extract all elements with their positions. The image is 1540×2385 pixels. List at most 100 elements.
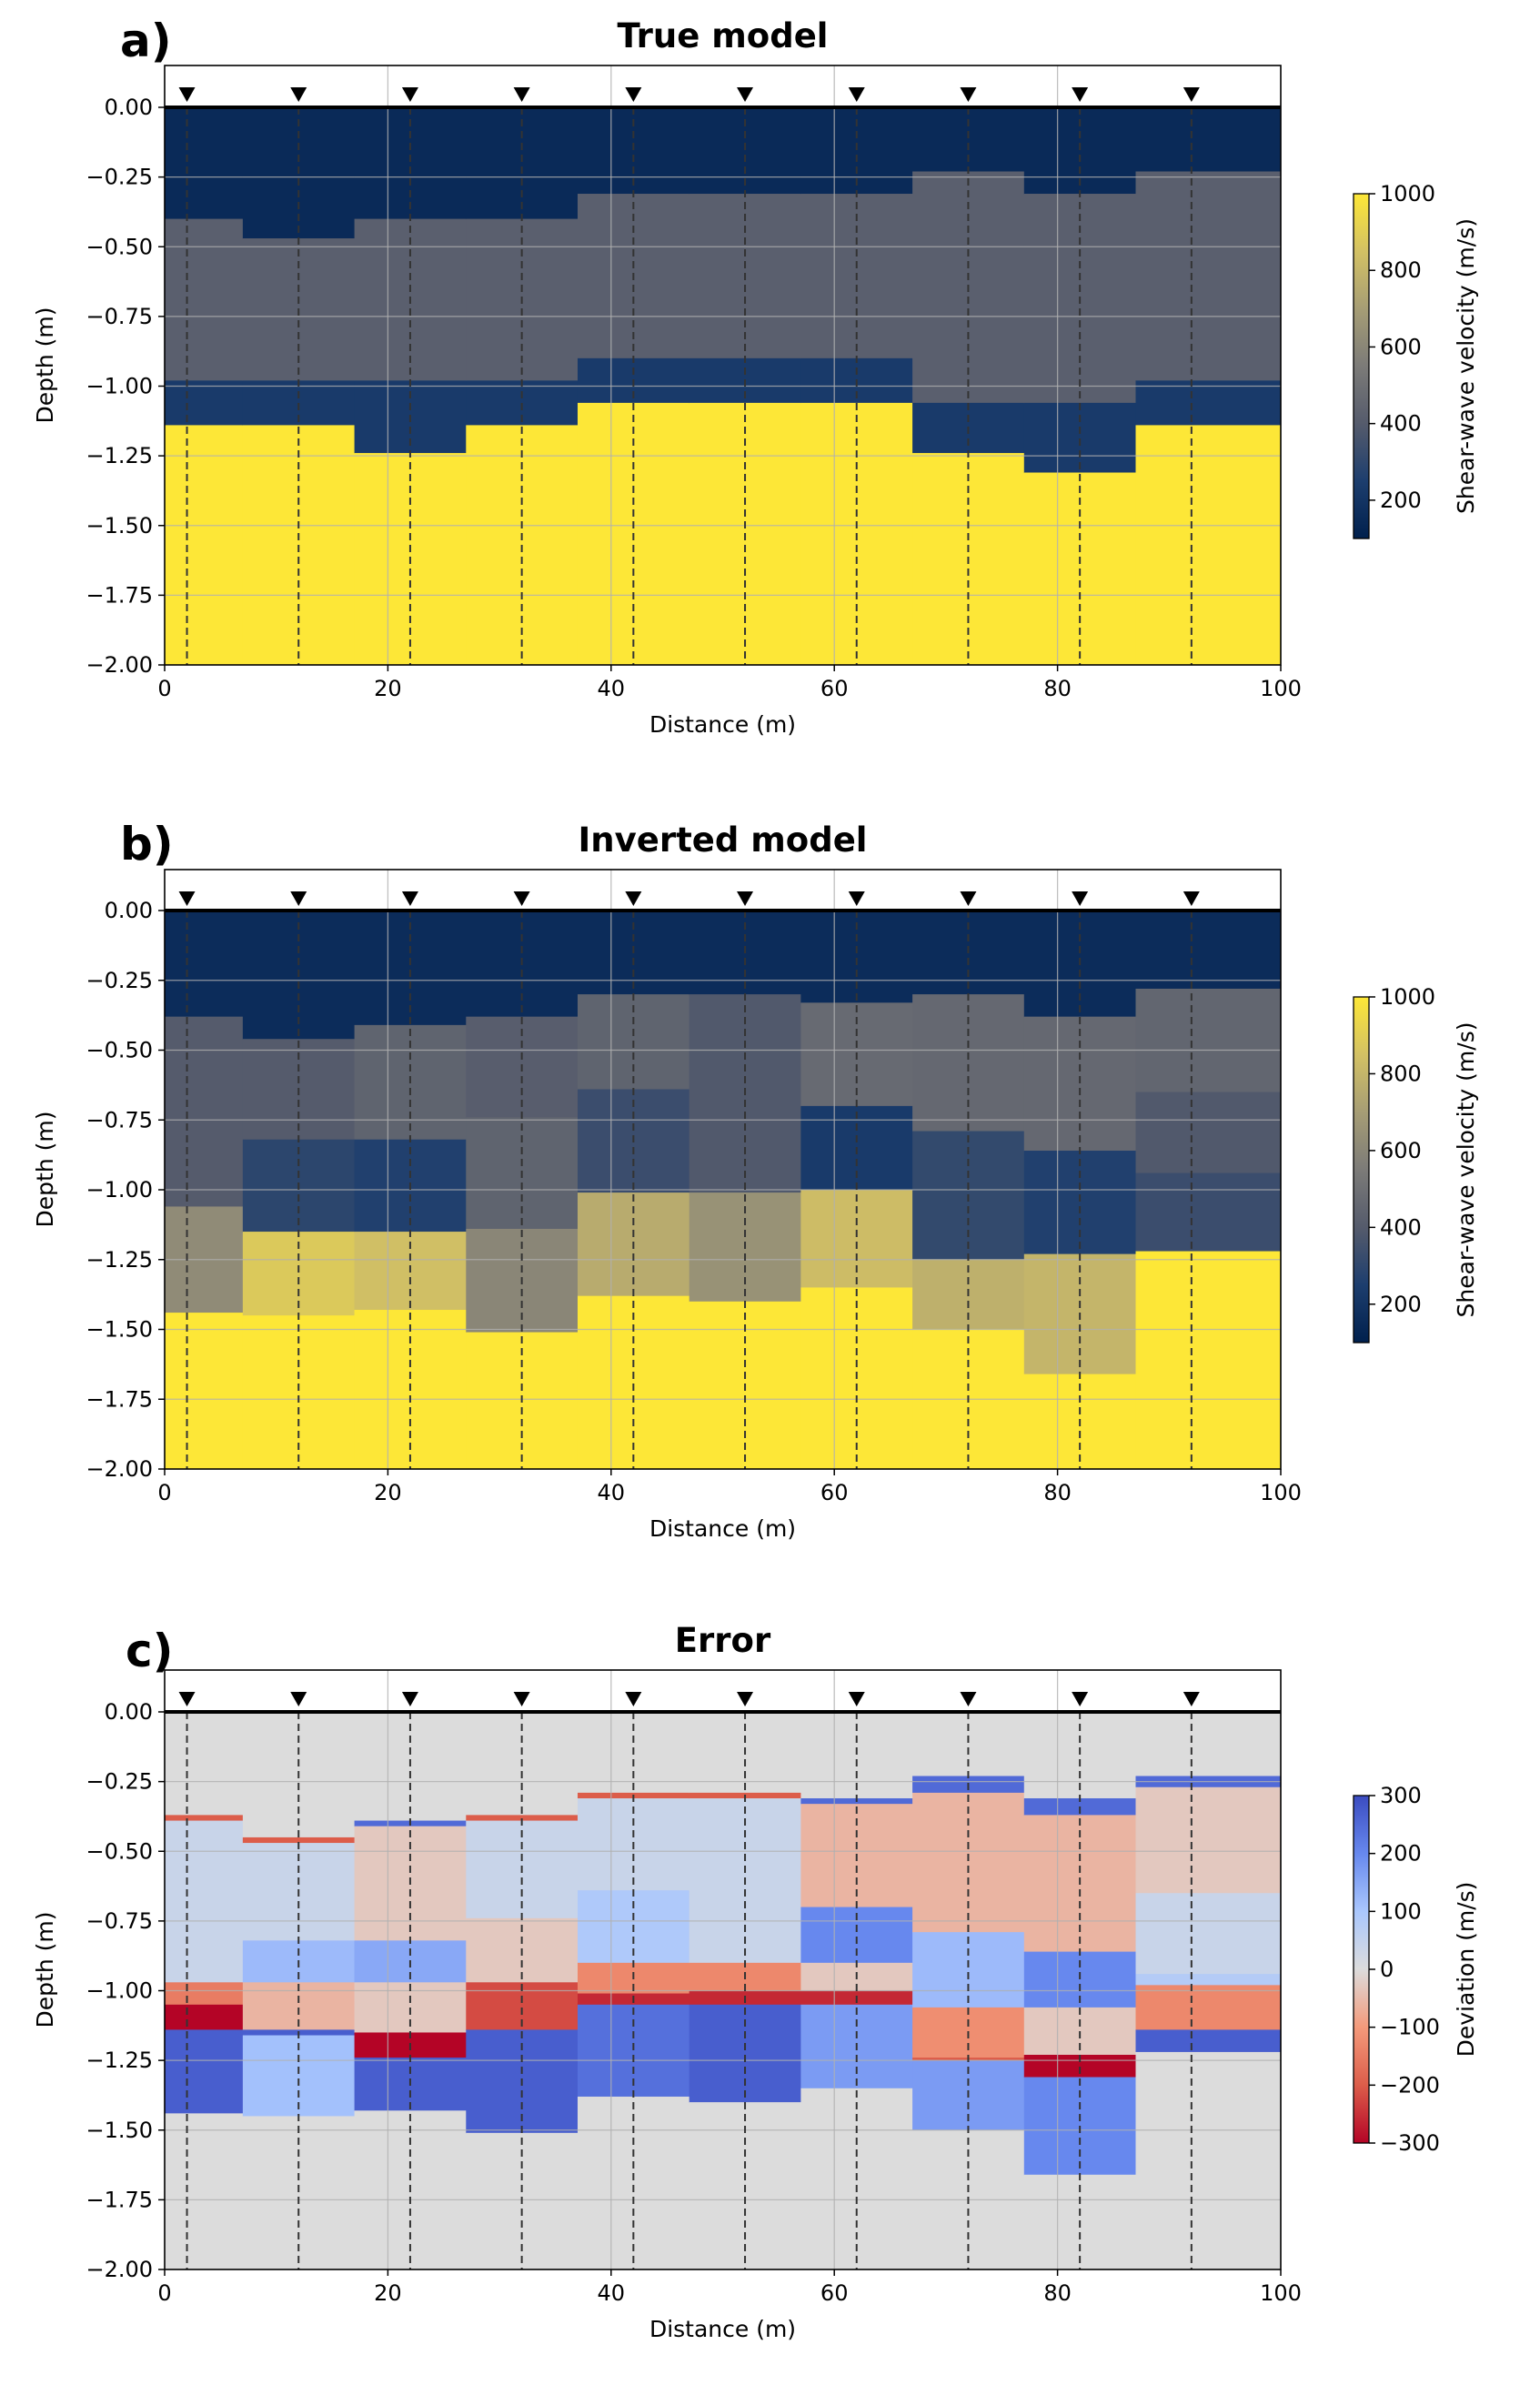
y-tick-label: −2.00: [86, 1456, 153, 1482]
y-tick-label: −1.00: [86, 1177, 153, 1203]
y-axis: 0.00 −0.25 −0.50 −0.75 −1.00 −1.25 −1.50 −1.75 −…: [86, 1699, 165, 2282]
heatmap-cell: [1135, 1893, 1281, 1975]
receiver-marker-icon: [178, 87, 196, 102]
receiver-marker-icon: [290, 87, 307, 102]
heatmap-cell: [1135, 171, 1281, 381]
receivers: [178, 1692, 1200, 2269]
colorbar-tick-label: 0: [1380, 1957, 1394, 1982]
y-axis-label: Depth (m): [32, 1112, 58, 1228]
colorbar-bar: [1353, 1795, 1370, 2144]
heatmap-cell: [912, 994, 1025, 1132]
colorbar-label: Deviation (m/s): [1453, 1882, 1479, 2058]
colorbar-tick-label: 1000: [1380, 181, 1435, 206]
x-tick-label: 40: [598, 676, 626, 701]
x-tick-label: 0: [157, 676, 171, 701]
heatmap-cell: [165, 1820, 244, 1983]
heatmap-cell: [1135, 380, 1281, 427]
heatmap-cell: [165, 2029, 244, 2114]
receiver-marker-icon: [960, 1692, 977, 1706]
y-tick-label: −0.75: [86, 1107, 153, 1132]
panel-2: 0 20 40 60 80 100 0.00 −0.25 −0.50 −0.75 −1.00 −1.2…: [32, 818, 1479, 1542]
x-axis-label: Distance (m): [649, 2316, 796, 2342]
receiver-marker-icon: [513, 87, 530, 102]
x-tick-label: 0: [157, 1480, 171, 1505]
colorbar-tick-label: 200: [1380, 1292, 1422, 1317]
heatmap-cell: [1023, 1016, 1137, 1152]
colorbar-tick-label: 400: [1380, 411, 1422, 437]
receiver-marker-icon: [1183, 1692, 1200, 1706]
axes-frame: [164, 869, 1282, 1470]
panel-letter: b): [120, 818, 174, 870]
colorbar-tick-label: 200: [1380, 1841, 1422, 1867]
receiver-marker-icon: [1072, 891, 1089, 906]
y-tick-label: −1.25: [86, 443, 153, 468]
colorbar-tick-label: 800: [1380, 257, 1422, 283]
y-tick-label: −1.50: [86, 1317, 153, 1343]
colorbar-tick-label: −100: [1380, 2015, 1440, 2040]
colorbar-tick-label: 1000: [1380, 984, 1435, 1010]
colorbar-tick-label: 100: [1380, 1898, 1422, 1924]
y-tick-label: −1.25: [86, 1247, 153, 1273]
receiver-marker-icon: [737, 1692, 754, 1706]
receiver-marker-icon: [737, 87, 754, 102]
y-tick-label: −0.25: [86, 968, 153, 993]
x-tick-label: 40: [598, 1480, 626, 1505]
heatmap-cell: [1135, 1251, 1281, 1469]
axes-frame: [164, 1669, 1282, 2270]
colorbar-label: Shear-wave velocity (m/s): [1453, 1022, 1479, 1318]
y-tick-label: −0.50: [86, 1838, 153, 1864]
heatmap-cell: [912, 1932, 1025, 2008]
receiver-marker-icon: [1072, 87, 1089, 102]
x-axis: 0 20 40 60 80 100: [157, 2269, 1302, 2306]
heatmap-cell: [1135, 1786, 1281, 1894]
x-tick-label: 0: [157, 2280, 171, 2306]
heatmap-cell: [165, 107, 244, 220]
x-tick-label: 20: [374, 676, 402, 701]
x-tick-label: 20: [374, 1480, 402, 1505]
colorbar: 200 400 600 800 1000 Shear-wave velocity (m/s…: [1353, 181, 1479, 539]
receiver-marker-icon: [848, 1692, 865, 1706]
y-tick-label: −0.50: [86, 234, 153, 259]
y-tick-label: −1.50: [86, 2118, 153, 2143]
x-tick-label: 100: [1260, 1480, 1302, 1505]
heatmap-cell: [165, 911, 244, 1018]
grid-lines: [165, 870, 1281, 1469]
panel-letter: a): [120, 15, 172, 67]
receiver-marker-icon: [960, 87, 977, 102]
x-tick-label: 20: [374, 2280, 402, 2306]
colorbar-tick-label: 600: [1380, 1138, 1422, 1163]
heatmap-cell: [165, 1712, 244, 1816]
panel-3: 0 20 40 60 80 100 0.00 −0.25 −0.50 −0.75 −1.00 −1.2…: [32, 1621, 1479, 2342]
x-tick-label: 60: [820, 676, 849, 701]
y-tick-label: 0.00: [105, 1699, 153, 1725]
heatmap-cell: [165, 2113, 244, 2269]
heatmap-cell: [800, 1190, 913, 1289]
y-axis: 0.00 −0.25 −0.50 −0.75 −1.00 −1.25 −1.50 −1.75 −…: [86, 95, 165, 678]
heatmap-cell: [1135, 107, 1281, 173]
colorbar-tick-label: −200: [1380, 2072, 1440, 2098]
panel-title: True model: [618, 16, 829, 55]
heatmap-cell: [165, 218, 244, 381]
receiver-marker-icon: [401, 1692, 418, 1706]
colorbar-bar: [1353, 996, 1370, 1343]
heatmap-cell: [1135, 911, 1281, 990]
y-tick-label: −2.00: [86, 652, 153, 678]
receiver-marker-icon: [290, 891, 307, 906]
y-tick-label: −1.75: [86, 582, 153, 608]
heatmap-cell: [165, 425, 244, 665]
receiver-marker-icon: [625, 891, 642, 906]
receiver-marker-icon: [1183, 891, 1200, 906]
receiver-marker-icon: [1183, 87, 1200, 102]
grid-lines: [165, 65, 1281, 665]
receivers: [178, 87, 1200, 665]
heatmap-cell: [242, 1837, 356, 1844]
x-tick-label: 60: [820, 2280, 849, 2306]
axes-frame: [164, 65, 1282, 666]
colorbar-tick-label: −300: [1380, 2130, 1440, 2156]
receiver-marker-icon: [960, 891, 977, 906]
heatmap-cell: [1023, 402, 1137, 474]
receivers: [178, 891, 1200, 1469]
receiver-marker-icon: [513, 1692, 530, 1706]
x-axis: 0 20 40 60 80 100: [157, 665, 1302, 701]
